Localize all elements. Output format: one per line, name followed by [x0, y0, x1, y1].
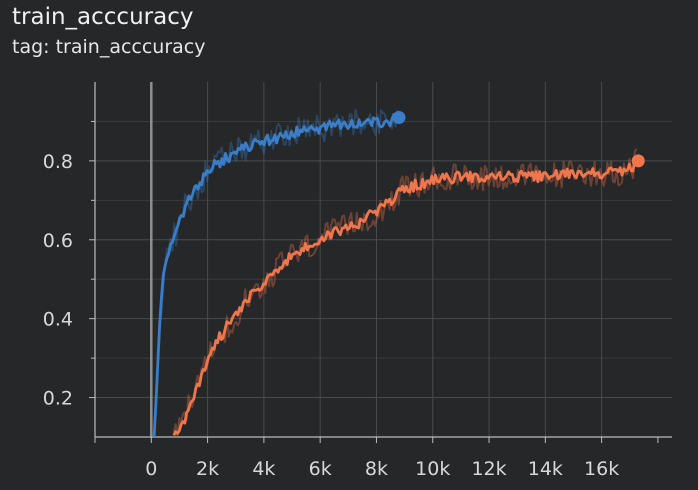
- series-0-endpoint[interactable]: [392, 111, 406, 124]
- y-tick-label: 0.8: [43, 151, 73, 173]
- axes: [89, 82, 672, 443]
- series-1-endpoint[interactable]: [631, 154, 645, 168]
- x-tick-label: 12k: [471, 458, 506, 480]
- x-tick-label: 8k: [365, 458, 388, 480]
- chart-title: train_acccuracy: [12, 4, 194, 30]
- series-1-line[interactable]: [172, 157, 640, 436]
- tick-labels: 0.2 0.4 0.6 0.8 0 2k 4k 6k 8k 10k 12k 14k 16k: [43, 151, 619, 480]
- series-layer: [152, 108, 645, 437]
- y-tick-label: 0.6: [43, 230, 73, 252]
- y-tick-label: 0.2: [43, 388, 73, 410]
- series-1-raw-line: [172, 148, 638, 437]
- x-tick-label: 6k: [309, 458, 332, 480]
- x-tick-label: 10k: [415, 458, 450, 480]
- series-0-line[interactable]: [152, 113, 400, 437]
- x-tick-label: 4k: [252, 458, 275, 480]
- x-tick-label: 16k: [584, 458, 619, 480]
- x-tick-label: 14k: [528, 458, 563, 480]
- grid: [95, 82, 672, 437]
- y-tick-label: 0.4: [43, 309, 73, 331]
- chart-tag: tag: train_acccuracy: [12, 36, 206, 58]
- x-tick-label: 2k: [196, 458, 219, 480]
- x-tick-label: 0: [145, 458, 157, 480]
